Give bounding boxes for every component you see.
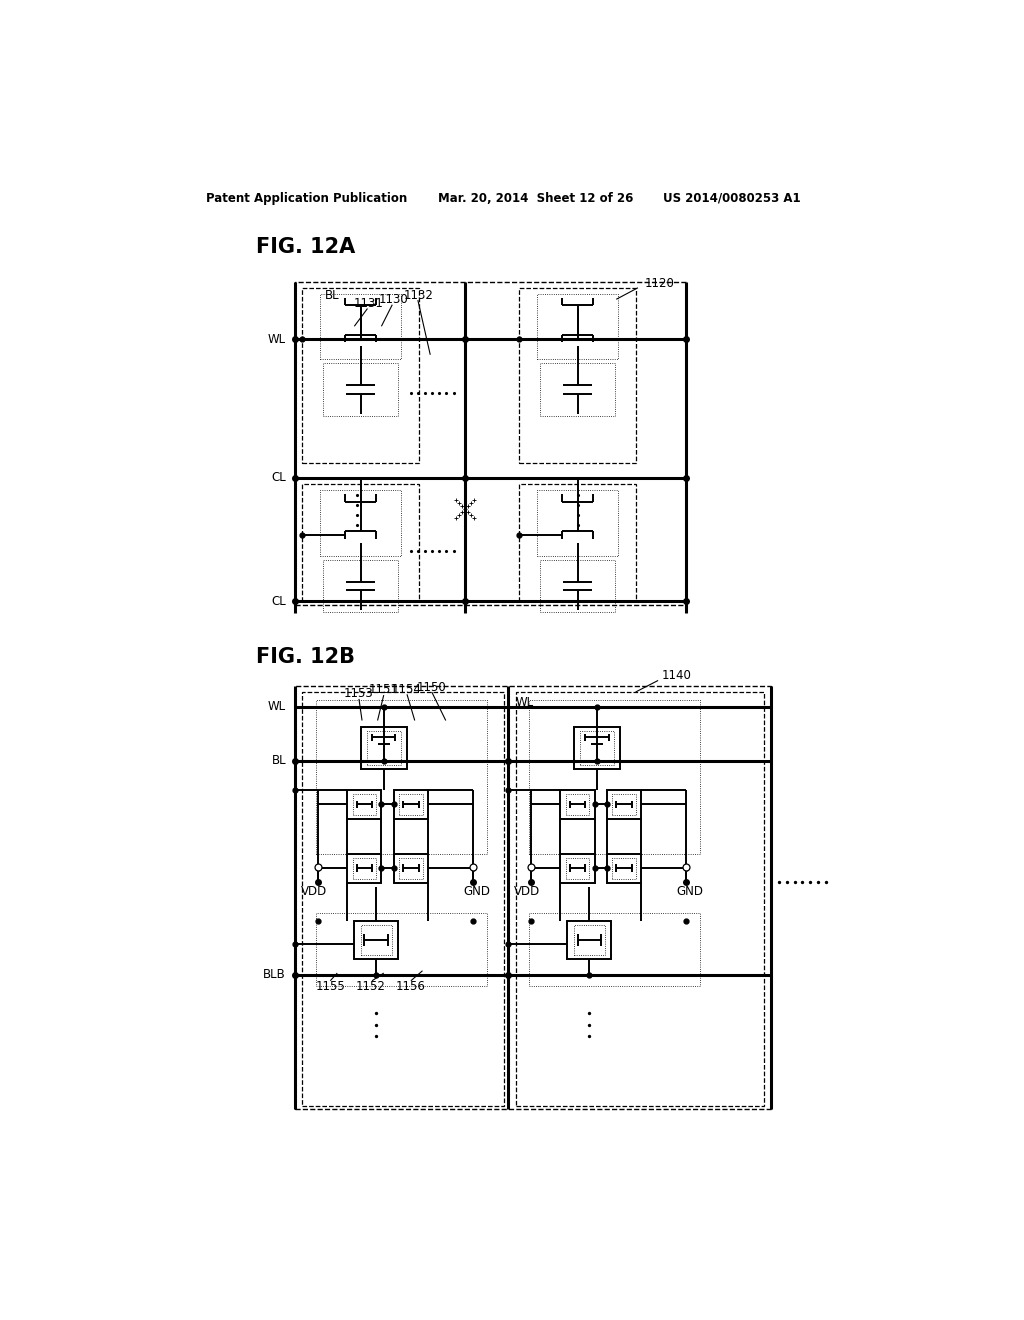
Bar <box>360 924 391 956</box>
Bar <box>573 726 621 770</box>
Bar <box>529 700 700 854</box>
Bar <box>352 793 376 816</box>
Text: 1155: 1155 <box>315 979 345 993</box>
Bar <box>316 700 486 854</box>
Bar <box>538 490 617 556</box>
Bar <box>612 793 636 816</box>
Bar <box>567 921 611 960</box>
Text: Patent Application Publication: Patent Application Publication <box>206 191 407 205</box>
Text: CL: CL <box>271 594 286 607</box>
Text: 1152: 1152 <box>355 979 385 993</box>
Text: FIG. 12A: FIG. 12A <box>256 238 355 257</box>
Text: 1150: 1150 <box>417 681 446 694</box>
Bar <box>399 858 423 879</box>
Bar <box>316 913 486 986</box>
Bar <box>347 854 381 883</box>
Bar <box>529 913 700 986</box>
Bar <box>560 854 595 883</box>
Bar <box>607 854 641 883</box>
Bar <box>360 726 407 770</box>
Text: 1130: 1130 <box>378 293 408 306</box>
Bar <box>612 858 636 879</box>
Bar <box>324 363 397 416</box>
Text: GND: GND <box>463 884 490 898</box>
Text: 1131: 1131 <box>353 297 383 310</box>
Bar <box>573 924 604 956</box>
Bar <box>541 560 614 612</box>
Bar <box>302 692 504 1106</box>
Bar <box>367 730 400 766</box>
Bar <box>354 921 397 960</box>
Bar <box>347 789 381 818</box>
Text: WL: WL <box>268 333 286 346</box>
Bar <box>295 686 771 1109</box>
Bar <box>321 294 400 359</box>
Text: VDD: VDD <box>301 884 327 898</box>
Text: 1154: 1154 <box>392 684 422 696</box>
Bar <box>515 692 764 1106</box>
Text: GND: GND <box>677 884 703 898</box>
Text: US 2014/0080253 A1: US 2014/0080253 A1 <box>663 191 801 205</box>
Text: BL: BL <box>326 289 340 302</box>
Bar <box>566 793 589 816</box>
Bar <box>580 730 614 766</box>
Text: 1153: 1153 <box>344 686 374 700</box>
Bar <box>519 484 636 601</box>
Text: 1156: 1156 <box>396 979 426 993</box>
Text: WL: WL <box>515 696 534 709</box>
Bar <box>394 789 428 818</box>
Bar <box>352 858 376 879</box>
Text: BL: BL <box>271 754 286 767</box>
Bar <box>302 288 419 462</box>
Bar <box>560 789 595 818</box>
Text: CL: CL <box>271 471 286 484</box>
Bar <box>519 288 636 462</box>
Text: WL: WL <box>268 700 286 713</box>
Bar <box>607 789 641 818</box>
Text: BLB: BLB <box>263 968 286 981</box>
Bar <box>566 858 589 879</box>
Text: 1151: 1151 <box>369 684 398 696</box>
Bar <box>394 854 428 883</box>
Text: Mar. 20, 2014  Sheet 12 of 26: Mar. 20, 2014 Sheet 12 of 26 <box>438 191 634 205</box>
Text: 1132: 1132 <box>403 289 433 302</box>
Text: 1140: 1140 <box>662 669 691 682</box>
Bar <box>399 793 423 816</box>
Text: FIG. 12B: FIG. 12B <box>256 647 355 668</box>
Bar <box>541 363 614 416</box>
Bar <box>295 281 686 605</box>
Text: 1120: 1120 <box>645 277 675 290</box>
Bar <box>302 484 419 601</box>
Text: VDD: VDD <box>514 884 541 898</box>
Bar <box>321 490 400 556</box>
Bar <box>538 294 617 359</box>
Bar <box>324 560 397 612</box>
